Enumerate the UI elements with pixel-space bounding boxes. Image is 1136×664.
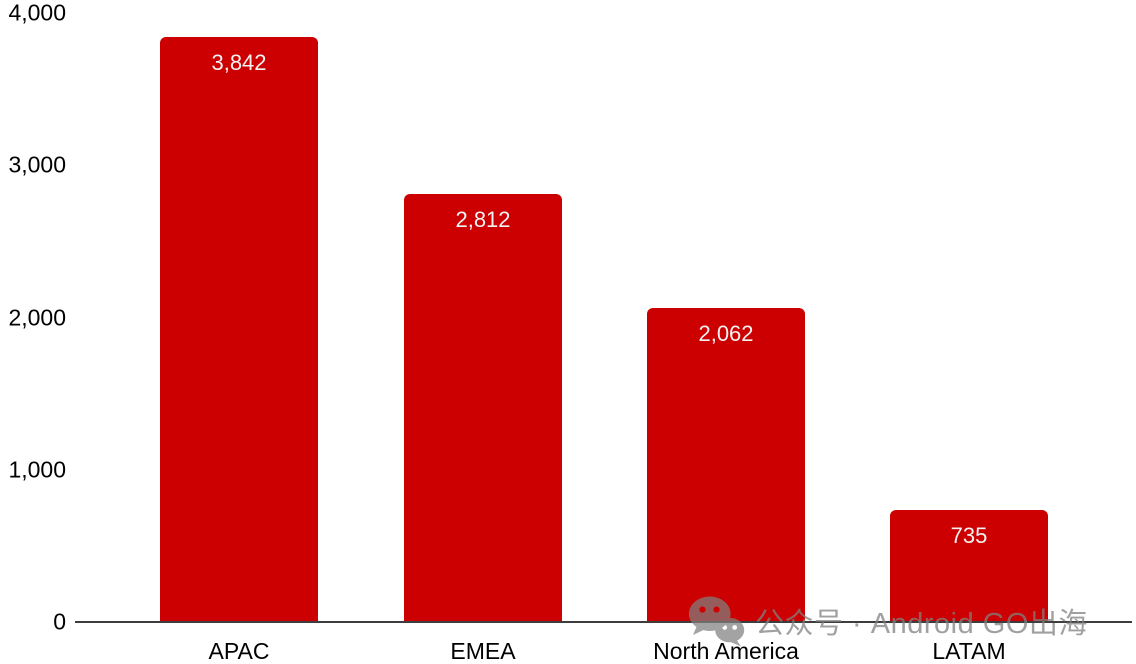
y-tick-label: 3,000 — [8, 151, 66, 178]
bar-value-label: 2,062 — [698, 321, 754, 346]
bar-value-label: 735 — [950, 523, 988, 548]
bar-value-label: 2,812 — [455, 207, 511, 232]
bar-value-label: 3,842 — [211, 50, 267, 75]
bar-north-america: 2,062 — [647, 308, 805, 622]
x-tick-label: APAC — [208, 638, 270, 664]
x-tick-label: LATAM — [932, 638, 1006, 664]
x-tick-label: North America — [653, 638, 799, 664]
y-tick-label: 0 — [53, 608, 66, 635]
y-tick-label: 1,000 — [8, 456, 66, 483]
y-tick-label: 4,000 — [8, 0, 66, 26]
bar-apac: 3,842 — [160, 37, 318, 622]
x-axis-line — [75, 621, 1132, 623]
bar-latam: 735 — [890, 510, 1048, 622]
y-tick-label: 2,000 — [8, 304, 66, 330]
x-tick-label: EMEA — [450, 638, 516, 664]
bar-emea: 2,812 — [404, 194, 562, 622]
